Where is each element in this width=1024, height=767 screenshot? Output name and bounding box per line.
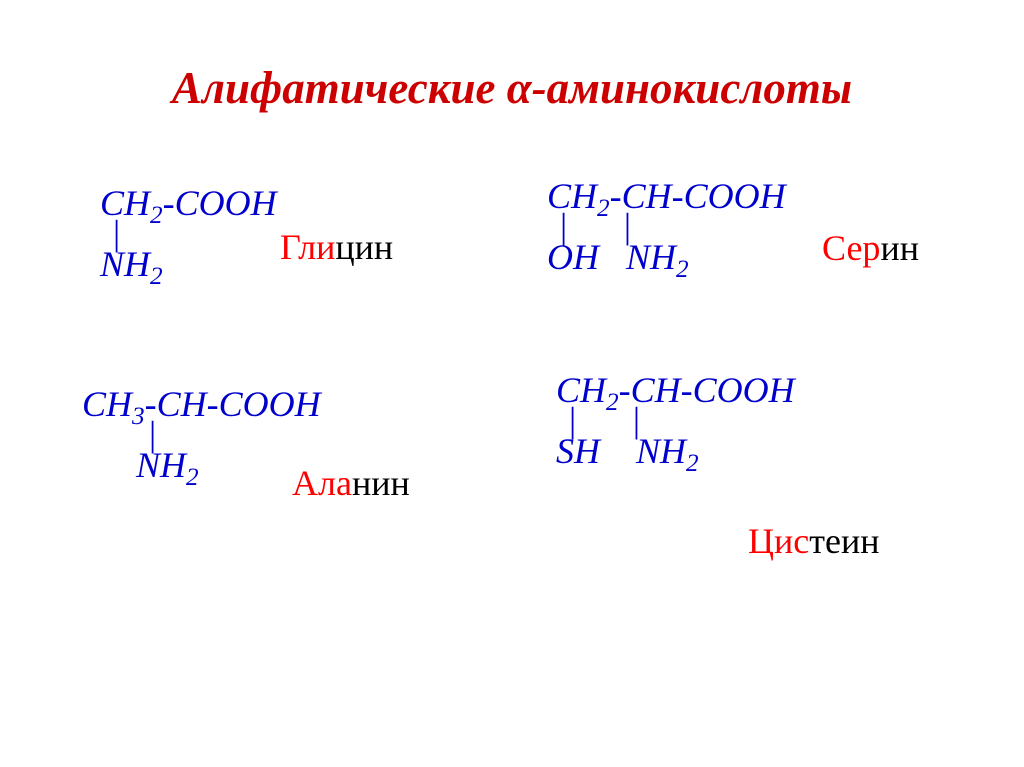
label-serine-red: Сер — [822, 228, 880, 268]
glycine-bonds: | — [100, 221, 277, 246]
glycine-line3: NH2 — [100, 246, 277, 282]
label-alanine-black: нин — [352, 463, 410, 503]
formula-alanine: CH3-CH-COOH | NH2 — [82, 386, 321, 483]
label-glycine-black: цин — [335, 227, 393, 267]
label-alanine: Аланин — [292, 462, 410, 504]
serine-line3: OH NH2 — [547, 239, 786, 275]
formula-serine: CH2-CH-COOH | | OH NH2 — [547, 178, 786, 275]
formula-cysteine: CH2-CH-COOH | | SH NH2 — [556, 372, 795, 469]
label-glycine-red: Гли — [280, 227, 335, 267]
alanine-line3: NH2 — [82, 447, 321, 483]
label-cysteine-black: теин — [809, 521, 879, 561]
slide-title: Алифатические α-аминокислоты — [0, 62, 1024, 114]
label-serine-black: ин — [880, 228, 919, 268]
glycine-line1: CH2-COOH — [100, 185, 277, 221]
alanine-bonds: | — [82, 422, 321, 447]
label-glycine: Глицин — [280, 226, 393, 268]
label-cysteine-red: Цис — [748, 521, 809, 561]
formula-glycine: CH2-COOH | NH2 — [100, 185, 277, 282]
label-serine: Серин — [822, 227, 919, 269]
label-alanine-red: Ала — [292, 463, 352, 503]
cysteine-bonds: | | — [556, 408, 795, 433]
serine-bonds: | | — [547, 214, 786, 239]
label-cysteine: Цистеин — [748, 520, 880, 562]
cysteine-line3: SH NH2 — [556, 433, 795, 469]
